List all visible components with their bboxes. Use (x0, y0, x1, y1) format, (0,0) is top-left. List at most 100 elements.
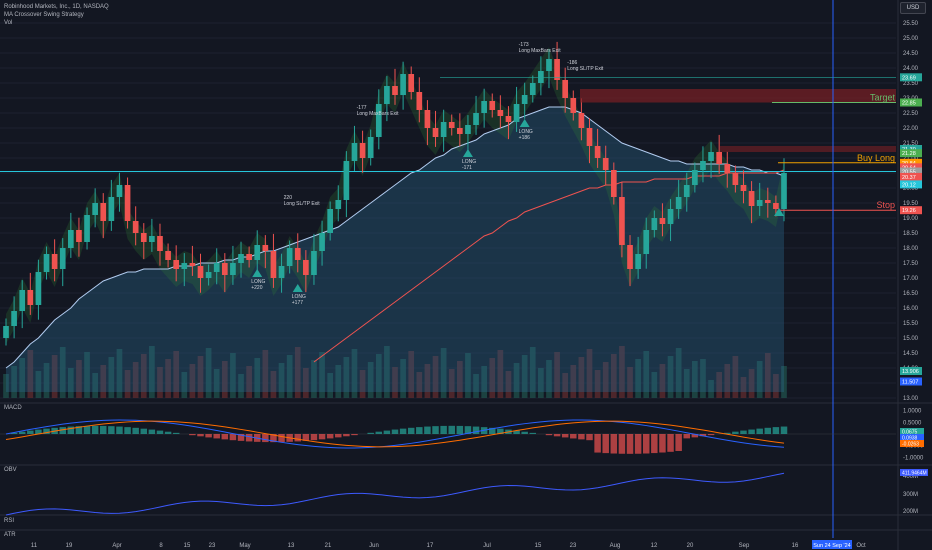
volume-bar (35, 371, 42, 398)
candle (432, 128, 439, 137)
volume-bar (27, 350, 34, 398)
volume-bar (683, 369, 690, 398)
macd-histogram-bar (189, 434, 196, 436)
macd-histogram-bar (764, 427, 772, 434)
candle (343, 161, 350, 200)
macd-histogram-bar (724, 432, 731, 434)
macd-axis-tag-label: 0.0675 (902, 430, 918, 436)
trade-marker-value: -173 (519, 42, 529, 48)
volume-bar (254, 358, 261, 398)
volume-bar (84, 352, 90, 398)
currency-button[interactable]: USD (900, 2, 926, 14)
y-tick-label: 25.00 (903, 36, 919, 42)
price-label-target: Target (870, 93, 896, 103)
ma-cloud-fill (6, 107, 784, 392)
volume-bar (367, 362, 374, 398)
candle (100, 203, 107, 221)
macd-histogram-bar (391, 429, 399, 434)
volume-bar (594, 370, 601, 398)
trade-marker-value: +220 (251, 285, 262, 291)
macd-histogram-bar (148, 429, 156, 434)
macd-histogram-bar (375, 431, 383, 434)
y-tick-label: 18.50 (903, 231, 919, 237)
candle (246, 254, 252, 260)
volume-bar (197, 356, 204, 398)
candle (189, 263, 196, 266)
volume-bar (740, 377, 747, 398)
macd-y-tick: 1.0000 (903, 409, 922, 415)
volume-bar (505, 371, 512, 398)
candle (303, 260, 309, 275)
candle (367, 137, 374, 158)
macd-histogram-bar (586, 434, 593, 441)
macd-histogram-bar (448, 425, 455, 434)
volume-bar (67, 368, 74, 398)
candle (327, 209, 334, 233)
axis-tag (900, 163, 922, 172)
macd-histogram-bar (456, 425, 464, 434)
obv-y-tick: 400M (903, 474, 918, 480)
macd-histogram-bar (699, 434, 707, 437)
candle (92, 203, 98, 215)
volume-bar (521, 355, 528, 398)
candle (157, 236, 163, 251)
volume-bar (262, 350, 269, 398)
y-tick-label: 17.00 (903, 276, 919, 282)
volume-bar (286, 355, 293, 398)
axis-tag-label: 20.37 (902, 175, 916, 181)
volume-bar (456, 361, 463, 398)
candle (440, 122, 447, 137)
candle (27, 290, 34, 305)
volume-bar (19, 358, 26, 398)
axis-tag (900, 98, 922, 107)
volume-bar (619, 346, 625, 398)
candle (294, 248, 301, 260)
candle (659, 218, 666, 224)
macd-histogram-bar (83, 425, 91, 434)
x-tick-label: 17 (427, 543, 434, 549)
candle (675, 197, 682, 209)
trade-marker-value: -171 (462, 165, 472, 171)
volume-bar (756, 361, 763, 398)
volume-bar (627, 367, 633, 398)
volume-bar (375, 354, 382, 398)
candle (724, 164, 731, 173)
y-tick-label: 22.00 (903, 126, 919, 132)
zone-box (720, 146, 896, 152)
long-entry-marker (252, 269, 263, 277)
macd-histogram-bar (748, 429, 755, 434)
candle (197, 266, 204, 278)
x-tick-label: Aug (610, 543, 621, 549)
candle (708, 152, 714, 161)
candle (230, 263, 236, 275)
price-label-buy-long: Buy Long (857, 153, 895, 163)
macd-histogram-bar (262, 434, 269, 443)
candle (683, 185, 690, 197)
macd-histogram-bar (529, 432, 537, 434)
candle (481, 101, 487, 113)
macd-y-tick: -1.0000 (903, 455, 924, 461)
candle (667, 209, 674, 224)
trade-marker-label: LONG (462, 159, 476, 165)
candle (521, 95, 528, 104)
volume-bar (92, 373, 98, 398)
macd-histogram-bar (594, 434, 601, 453)
candle (651, 218, 658, 230)
volume-bar (327, 373, 334, 398)
volume-bar (578, 357, 585, 398)
y-tick-label: 17.50 (903, 261, 919, 267)
axis-tag (900, 206, 922, 215)
macd-histogram-bar (367, 432, 374, 434)
volume-bar (140, 354, 147, 398)
volume-bar (351, 349, 358, 398)
candle (278, 266, 285, 278)
candle (213, 263, 220, 272)
volume-bar (781, 366, 787, 398)
candle (781, 173, 787, 209)
x-tick-label: 19 (66, 543, 73, 549)
candle (594, 146, 601, 158)
date-tag-label: Sun 24 Sep '24 (813, 543, 850, 549)
volume-bar (303, 368, 309, 398)
volume-bar (157, 367, 163, 398)
